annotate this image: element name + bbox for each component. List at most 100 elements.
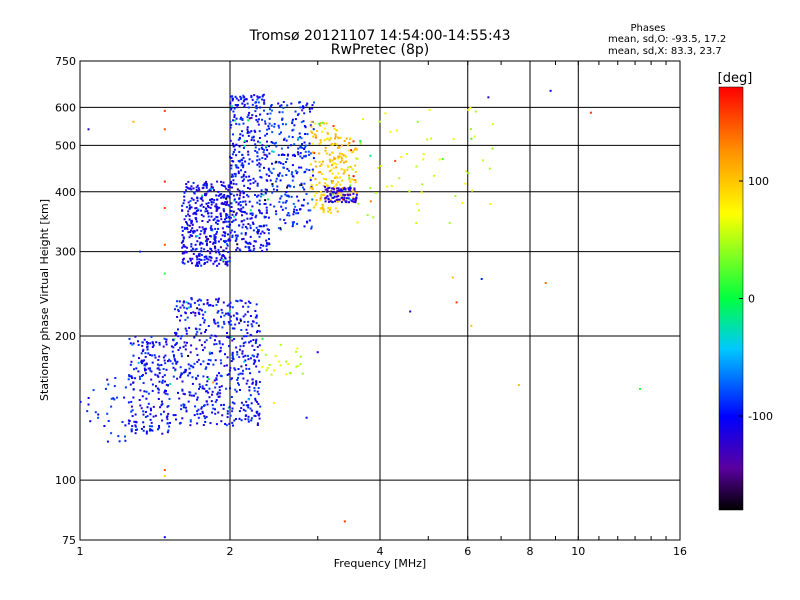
data-point	[225, 217, 228, 219]
data-point	[128, 337, 131, 340]
data-point	[211, 229, 214, 232]
data-point	[239, 318, 242, 321]
data-point	[224, 353, 226, 356]
data-point	[205, 182, 208, 185]
data-point	[250, 217, 253, 220]
data-point	[218, 253, 221, 256]
data-point	[189, 187, 192, 190]
data-point	[181, 380, 184, 383]
data-point	[246, 354, 249, 357]
data-point	[330, 211, 333, 214]
data-point	[481, 159, 484, 162]
data-point	[239, 345, 242, 348]
data-point	[271, 150, 274, 153]
data-point	[188, 236, 191, 239]
data-point	[257, 194, 260, 197]
data-point	[326, 187, 329, 190]
data-point	[158, 425, 160, 427]
data-point	[250, 323, 253, 326]
data-point	[248, 111, 251, 114]
data-point	[198, 262, 201, 265]
data-point	[211, 404, 214, 406]
data-point	[161, 419, 164, 422]
data-point	[232, 110, 235, 113]
data-point	[333, 162, 336, 165]
data-point	[243, 360, 246, 363]
data-point	[167, 429, 170, 432]
data-point	[302, 107, 305, 109]
data-point	[199, 197, 202, 200]
data-point	[270, 105, 272, 108]
data-point	[268, 174, 271, 177]
data-point	[213, 189, 215, 192]
data-point	[250, 334, 253, 337]
data-point	[259, 405, 262, 408]
data-point	[228, 256, 231, 259]
data-point	[268, 117, 271, 120]
data-point	[231, 99, 234, 102]
data-point	[409, 310, 412, 313]
data-point	[134, 335, 137, 338]
data-point	[139, 389, 142, 392]
data-point	[217, 194, 220, 197]
data-point	[238, 151, 241, 153]
y-tick-label: 75	[62, 534, 76, 547]
data-point	[354, 198, 357, 201]
data-point	[247, 223, 250, 225]
data-point	[247, 320, 250, 323]
data-point	[324, 182, 327, 185]
data-point	[205, 192, 208, 195]
data-point	[342, 161, 345, 164]
data-point	[270, 172, 273, 175]
data-point	[206, 403, 209, 406]
data-point	[246, 140, 248, 143]
data-point	[292, 213, 295, 216]
data-point	[209, 259, 212, 262]
data-point	[202, 349, 204, 352]
data-point	[130, 430, 133, 433]
data-point	[128, 374, 131, 377]
data-point	[200, 203, 203, 206]
data-point	[264, 353, 267, 356]
data-point	[203, 321, 206, 324]
data-point	[268, 127, 271, 130]
data-point	[166, 418, 169, 421]
data-point	[311, 151, 314, 154]
data-point	[210, 201, 213, 203]
data-point	[254, 316, 257, 319]
data-point	[189, 234, 192, 237]
data-point	[264, 199, 267, 202]
data-point	[149, 369, 152, 372]
data-point	[256, 155, 259, 158]
data-point	[250, 139, 253, 141]
data-point	[247, 162, 250, 165]
data-point	[199, 412, 202, 415]
data-point	[191, 376, 194, 379]
data-point	[261, 118, 263, 121]
data-point	[186, 228, 189, 231]
data-point	[311, 107, 314, 110]
data-point	[322, 205, 325, 208]
data-point	[188, 367, 191, 370]
data-point	[218, 342, 221, 345]
data-point	[544, 282, 547, 284]
data-point	[179, 306, 182, 309]
data-point	[227, 188, 230, 191]
data-point	[297, 138, 299, 141]
data-point	[194, 243, 197, 246]
data-point	[217, 298, 220, 301]
data-point	[269, 112, 272, 115]
data-point	[204, 311, 207, 314]
data-point	[87, 403, 90, 406]
data-point	[301, 372, 304, 375]
data-point	[200, 299, 203, 302]
data-point	[300, 182, 303, 185]
data-point	[340, 159, 343, 162]
data-point	[354, 181, 357, 184]
data-point	[258, 158, 261, 161]
data-point	[206, 242, 208, 245]
data-point	[188, 215, 191, 217]
data-point	[247, 415, 250, 418]
data-point	[303, 188, 306, 191]
data-point	[249, 217, 252, 220]
